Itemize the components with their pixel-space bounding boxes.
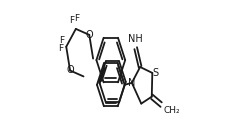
- Text: O: O: [66, 65, 74, 76]
- Text: F: F: [74, 14, 79, 23]
- Text: NH: NH: [128, 34, 143, 44]
- Text: CH₂: CH₂: [163, 106, 180, 115]
- Text: O: O: [85, 30, 93, 40]
- Text: S: S: [152, 68, 158, 78]
- Text: F: F: [59, 36, 64, 45]
- Text: N: N: [128, 78, 135, 88]
- Text: F: F: [70, 16, 75, 25]
- Text: F: F: [58, 44, 63, 53]
